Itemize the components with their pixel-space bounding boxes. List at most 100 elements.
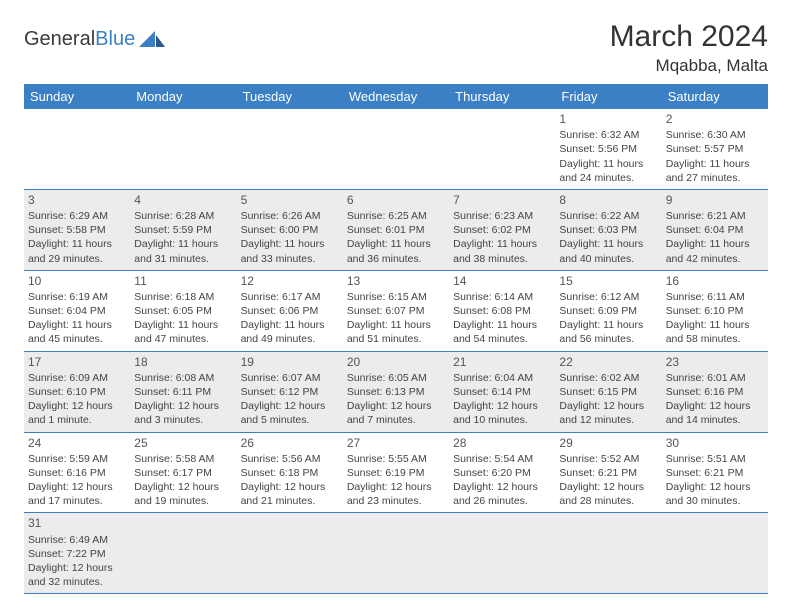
sunrise-text: Sunrise: 6:25 AM (347, 209, 445, 223)
sunset-text: Sunset: 6:01 PM (347, 223, 445, 237)
sail-icon (139, 31, 165, 49)
day-number: 8 (559, 192, 657, 208)
calendar-day-cell: 10Sunrise: 6:19 AMSunset: 6:04 PMDayligh… (24, 270, 130, 351)
day-number: 26 (241, 435, 339, 451)
sunset-text: Sunset: 7:22 PM (28, 547, 126, 561)
calendar-day-cell: 25Sunrise: 5:58 AMSunset: 6:17 PMDayligh… (130, 432, 236, 513)
day-number: 21 (453, 354, 551, 370)
brand-text: GeneralBlue (24, 28, 135, 51)
day-number: 2 (666, 111, 764, 127)
calendar-day-cell: 20Sunrise: 6:05 AMSunset: 6:13 PMDayligh… (343, 351, 449, 432)
daylight-text: Daylight: 11 hours and 24 minutes. (559, 157, 657, 185)
calendar-day-cell (237, 109, 343, 189)
sunrise-text: Sunrise: 6:09 AM (28, 371, 126, 385)
calendar-day-cell: 19Sunrise: 6:07 AMSunset: 6:12 PMDayligh… (237, 351, 343, 432)
sunset-text: Sunset: 6:10 PM (666, 304, 764, 318)
sunset-text: Sunset: 5:59 PM (134, 223, 232, 237)
sunrise-text: Sunrise: 6:23 AM (453, 209, 551, 223)
calendar-day-cell: 26Sunrise: 5:56 AMSunset: 6:18 PMDayligh… (237, 432, 343, 513)
calendar-week-row: 1Sunrise: 6:32 AMSunset: 5:56 PMDaylight… (24, 109, 768, 189)
calendar-day-cell: 3Sunrise: 6:29 AMSunset: 5:58 PMDaylight… (24, 189, 130, 270)
calendar-day-cell: 23Sunrise: 6:01 AMSunset: 6:16 PMDayligh… (662, 351, 768, 432)
sunrise-text: Sunrise: 6:14 AM (453, 290, 551, 304)
sunrise-text: Sunrise: 6:21 AM (666, 209, 764, 223)
sunset-text: Sunset: 5:58 PM (28, 223, 126, 237)
day-number: 7 (453, 192, 551, 208)
sunset-text: Sunset: 6:21 PM (666, 466, 764, 480)
day-number: 5 (241, 192, 339, 208)
day-number: 9 (666, 192, 764, 208)
day-number: 17 (28, 354, 126, 370)
calendar-day-cell: 24Sunrise: 5:59 AMSunset: 6:16 PMDayligh… (24, 432, 130, 513)
daylight-text: Daylight: 11 hours and 45 minutes. (28, 318, 126, 346)
daylight-text: Daylight: 11 hours and 31 minutes. (134, 237, 232, 265)
daylight-text: Daylight: 11 hours and 33 minutes. (241, 237, 339, 265)
header: GeneralBlue March 2024 Mqabba, Malta (24, 20, 768, 76)
daylight-text: Daylight: 11 hours and 42 minutes. (666, 237, 764, 265)
sunrise-text: Sunrise: 5:54 AM (453, 452, 551, 466)
sunset-text: Sunset: 6:16 PM (666, 385, 764, 399)
daylight-text: Daylight: 12 hours and 19 minutes. (134, 480, 232, 508)
daylight-text: Daylight: 11 hours and 40 minutes. (559, 237, 657, 265)
day-number: 10 (28, 273, 126, 289)
calendar-day-cell: 6Sunrise: 6:25 AMSunset: 6:01 PMDaylight… (343, 189, 449, 270)
daylight-text: Daylight: 11 hours and 51 minutes. (347, 318, 445, 346)
calendar-day-cell (24, 109, 130, 189)
weekday-header: Thursday (449, 84, 555, 109)
calendar-day-cell (343, 109, 449, 189)
calendar-day-cell: 21Sunrise: 6:04 AMSunset: 6:14 PMDayligh… (449, 351, 555, 432)
day-number: 27 (347, 435, 445, 451)
calendar-day-cell: 28Sunrise: 5:54 AMSunset: 6:20 PMDayligh… (449, 432, 555, 513)
calendar-day-cell: 9Sunrise: 6:21 AMSunset: 6:04 PMDaylight… (662, 189, 768, 270)
sunrise-text: Sunrise: 6:07 AM (241, 371, 339, 385)
sunset-text: Sunset: 6:15 PM (559, 385, 657, 399)
daylight-text: Daylight: 11 hours and 27 minutes. (666, 157, 764, 185)
calendar-day-cell: 22Sunrise: 6:02 AMSunset: 6:15 PMDayligh… (555, 351, 661, 432)
calendar-day-cell: 16Sunrise: 6:11 AMSunset: 6:10 PMDayligh… (662, 270, 768, 351)
calendar-day-cell: 13Sunrise: 6:15 AMSunset: 6:07 PMDayligh… (343, 270, 449, 351)
sunrise-text: Sunrise: 6:15 AM (347, 290, 445, 304)
calendar-day-cell: 27Sunrise: 5:55 AMSunset: 6:19 PMDayligh… (343, 432, 449, 513)
calendar-day-cell: 17Sunrise: 6:09 AMSunset: 6:10 PMDayligh… (24, 351, 130, 432)
weekday-header: Wednesday (343, 84, 449, 109)
day-number: 25 (134, 435, 232, 451)
sunset-text: Sunset: 6:04 PM (666, 223, 764, 237)
sunset-text: Sunset: 6:19 PM (347, 466, 445, 480)
sunrise-text: Sunrise: 6:22 AM (559, 209, 657, 223)
sunset-text: Sunset: 6:08 PM (453, 304, 551, 318)
sunrise-text: Sunrise: 6:49 AM (28, 533, 126, 547)
sunrise-text: Sunrise: 5:58 AM (134, 452, 232, 466)
calendar-day-cell: 1Sunrise: 6:32 AMSunset: 5:56 PMDaylight… (555, 109, 661, 189)
calendar-day-cell (130, 513, 236, 594)
day-number: 13 (347, 273, 445, 289)
calendar-day-cell: 12Sunrise: 6:17 AMSunset: 6:06 PMDayligh… (237, 270, 343, 351)
day-number: 1 (559, 111, 657, 127)
brand-part1: General (24, 28, 95, 50)
weekday-header: Tuesday (237, 84, 343, 109)
sunset-text: Sunset: 6:12 PM (241, 385, 339, 399)
sunset-text: Sunset: 6:14 PM (453, 385, 551, 399)
calendar-week-row: 24Sunrise: 5:59 AMSunset: 6:16 PMDayligh… (24, 432, 768, 513)
sunset-text: Sunset: 5:56 PM (559, 142, 657, 156)
daylight-text: Daylight: 11 hours and 49 minutes. (241, 318, 339, 346)
calendar-day-cell (449, 513, 555, 594)
daylight-text: Daylight: 12 hours and 7 minutes. (347, 399, 445, 427)
calendar-body: 1Sunrise: 6:32 AMSunset: 5:56 PMDaylight… (24, 109, 768, 594)
daylight-text: Daylight: 11 hours and 29 minutes. (28, 237, 126, 265)
daylight-text: Daylight: 12 hours and 32 minutes. (28, 561, 126, 589)
calendar-day-cell (555, 513, 661, 594)
day-number: 15 (559, 273, 657, 289)
day-number: 14 (453, 273, 551, 289)
weekday-header: Friday (555, 84, 661, 109)
daylight-text: Daylight: 12 hours and 12 minutes. (559, 399, 657, 427)
daylight-text: Daylight: 12 hours and 5 minutes. (241, 399, 339, 427)
brand-part2: Blue (95, 28, 135, 50)
daylight-text: Daylight: 12 hours and 28 minutes. (559, 480, 657, 508)
sunrise-text: Sunrise: 6:29 AM (28, 209, 126, 223)
calendar-day-cell: 5Sunrise: 6:26 AMSunset: 6:00 PMDaylight… (237, 189, 343, 270)
sunrise-text: Sunrise: 6:05 AM (347, 371, 445, 385)
day-number: 3 (28, 192, 126, 208)
sunrise-text: Sunrise: 5:51 AM (666, 452, 764, 466)
day-number: 30 (666, 435, 764, 451)
weekday-header: Sunday (24, 84, 130, 109)
